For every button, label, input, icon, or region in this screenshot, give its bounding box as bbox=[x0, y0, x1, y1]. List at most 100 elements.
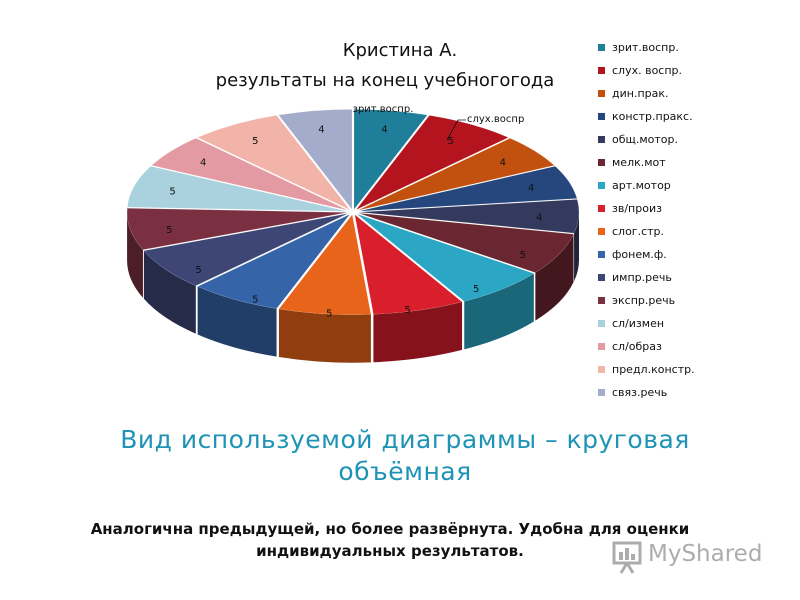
pie-slice-side bbox=[278, 308, 371, 363]
legend-label: фонем.ф. bbox=[612, 248, 667, 261]
legend-swatch bbox=[598, 366, 605, 373]
pie-slice-side bbox=[197, 286, 277, 357]
legend-item: общ.мотор. bbox=[598, 128, 798, 151]
pie-value-label: 5 bbox=[166, 225, 172, 236]
pie-slice bbox=[278, 109, 353, 211]
pie-value-label: 5 bbox=[252, 136, 258, 147]
pie-slice bbox=[358, 212, 574, 273]
slide-description: Аналогична предыдущей, но более развёрну… bbox=[90, 520, 690, 560]
legend-item: фонем.ф. bbox=[598, 243, 798, 266]
legend-swatch bbox=[598, 90, 605, 97]
legend-swatch bbox=[598, 159, 605, 166]
pie-side-walls bbox=[127, 212, 579, 363]
legend-item: сл/измен bbox=[598, 312, 798, 335]
leader-line bbox=[446, 119, 466, 141]
legend-item: импр.речь bbox=[598, 266, 798, 289]
pie-slice bbox=[278, 214, 372, 315]
legend-label: связ.речь bbox=[612, 386, 668, 399]
legend-swatch bbox=[598, 251, 605, 258]
pie-slice-side bbox=[574, 212, 579, 282]
pie-top-faces bbox=[126, 109, 580, 315]
legend-label: арт.мотор bbox=[612, 179, 671, 192]
pie-value-label: 4 bbox=[500, 158, 506, 169]
pie-slice-side bbox=[127, 212, 143, 298]
legend-label: зв/произ bbox=[612, 202, 662, 215]
category-label-sluh: слух.воспр bbox=[467, 114, 524, 125]
legend-label: констр.пракс. bbox=[612, 110, 693, 123]
chart-title-name: Кристина А. bbox=[342, 40, 458, 61]
legend-label: слог.стр. bbox=[612, 225, 665, 238]
legend-swatch bbox=[598, 136, 605, 143]
pie-slice bbox=[151, 137, 349, 211]
pie-slice bbox=[356, 213, 535, 302]
legend-item: зрит.воспр. bbox=[598, 36, 798, 59]
pie-value-labels: 4 5 4 4 4 5 5 5 5 5 5 5 5 4 5 4 bbox=[166, 125, 542, 320]
pie-value-label: 5 bbox=[195, 265, 201, 276]
legend-item: дин.прак. bbox=[598, 82, 798, 105]
legend: зрит.воспр. слух. воспр. дин.прак. констр.п… bbox=[598, 36, 798, 404]
legend-swatch bbox=[598, 113, 605, 120]
pie-slice-side bbox=[373, 301, 463, 363]
legend-label: предл.констр. bbox=[612, 363, 695, 376]
legend-item: мелк.мот bbox=[598, 151, 798, 174]
watermark-logo: MyShared bbox=[610, 535, 770, 575]
category-label-zrit: зрит.воспр. bbox=[353, 104, 414, 115]
pie-value-label: 5 bbox=[448, 136, 454, 147]
pie-value-label: 5 bbox=[326, 309, 332, 320]
slide-heading: Вид используемой диаграммы – круговая об… bbox=[120, 425, 690, 486]
pie-value-label: 5 bbox=[473, 284, 479, 295]
pie-slice bbox=[358, 165, 578, 212]
legend-swatch bbox=[598, 205, 605, 212]
pie-value-label: 5 bbox=[520, 250, 526, 261]
legend-swatch bbox=[598, 182, 605, 189]
chart-title: Кристина А. результаты на конец учебного… bbox=[200, 36, 600, 96]
legend-swatch bbox=[598, 274, 605, 281]
pie-slice bbox=[354, 213, 463, 315]
legend-swatch bbox=[598, 44, 605, 51]
pie-value-label: 5 bbox=[169, 187, 175, 198]
pie-value-label: 4 bbox=[536, 212, 542, 223]
legend-item: предл.констр. bbox=[598, 358, 798, 381]
legend-label: экспр.речь bbox=[612, 294, 676, 307]
presentation-icon bbox=[612, 541, 642, 574]
pie-value-label: 4 bbox=[381, 125, 387, 136]
pie-slice bbox=[355, 115, 509, 210]
pie-slice bbox=[126, 207, 348, 251]
legend-item: зв/произ bbox=[598, 197, 798, 220]
legend-label: дин.прак. bbox=[612, 87, 669, 100]
pie-slice bbox=[143, 213, 349, 286]
pie-value-label: 4 bbox=[200, 158, 206, 169]
legend-label: импр.речь bbox=[612, 271, 672, 284]
legend-item: экспр.речь bbox=[598, 289, 798, 312]
legend-item: слух. воспр. bbox=[598, 59, 798, 82]
legend-swatch bbox=[598, 297, 605, 304]
pie-slice-side bbox=[535, 234, 574, 321]
pie-slice bbox=[197, 214, 351, 309]
pie-slice bbox=[358, 199, 580, 234]
legend-swatch bbox=[598, 228, 605, 235]
legend-label: сл/измен bbox=[612, 317, 665, 330]
legend-item: арт.мотор bbox=[598, 174, 798, 197]
pie-slice bbox=[353, 109, 428, 211]
legend-swatch bbox=[598, 343, 605, 350]
legend-swatch bbox=[598, 320, 605, 327]
legend-item: слог.стр. bbox=[598, 220, 798, 243]
pie-slice bbox=[127, 166, 348, 212]
pie-value-label: 4 bbox=[318, 125, 324, 136]
pie-value-label: 5 bbox=[252, 294, 258, 305]
pie-slice-side bbox=[464, 273, 534, 350]
legend-swatch bbox=[598, 67, 605, 74]
pie-category-labels: зрит.воспр. слух.воспр bbox=[353, 104, 524, 141]
legend-label: мелк.мот bbox=[612, 156, 666, 169]
pie-slice bbox=[357, 137, 555, 211]
pie-value-label: 5 bbox=[404, 305, 410, 316]
chart-subtitle: результаты на конец учебногогода bbox=[215, 70, 555, 91]
pie-slice-side bbox=[143, 250, 196, 334]
pie-value-label: 4 bbox=[528, 183, 534, 194]
watermark-text: MyShared bbox=[648, 541, 763, 567]
legend-label: слух. воспр. bbox=[612, 64, 683, 77]
legend-item: констр.пракс. bbox=[598, 105, 798, 128]
legend-label: сл/образ bbox=[612, 340, 662, 353]
legend-item: сл/образ bbox=[598, 335, 798, 358]
